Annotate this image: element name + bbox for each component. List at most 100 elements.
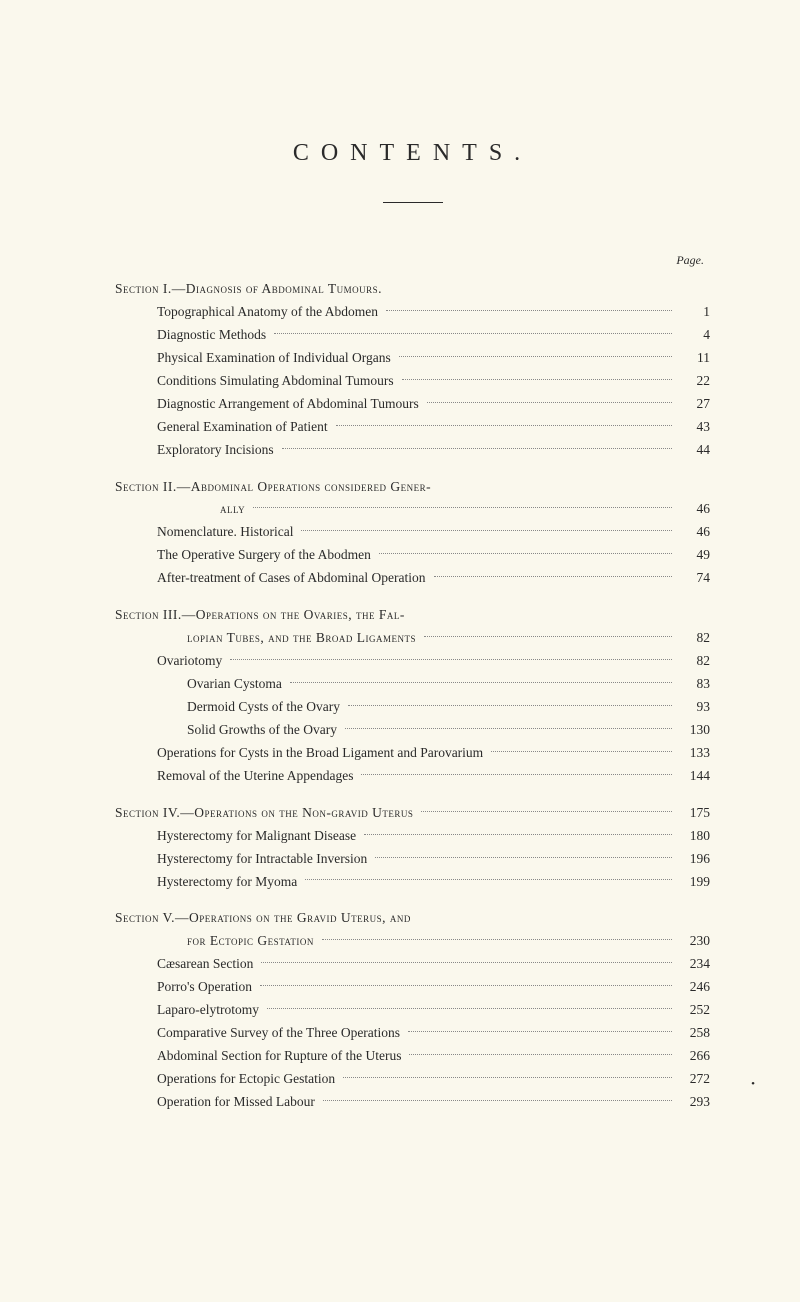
leader-dots <box>386 310 672 311</box>
section-label: Section I.— <box>115 278 186 301</box>
toc-entry: Ovariotomy82 <box>115 650 710 673</box>
section-continuation: lopian Tubes, and the Broad Ligaments 82 <box>115 627 710 650</box>
entry-label: Porro's Operation <box>115 976 252 999</box>
entry-label: Physical Examination of Individual Organ… <box>115 347 391 370</box>
page-number: 246 <box>680 976 710 999</box>
toc-entry: Nomenclature. Historical46 <box>115 521 710 544</box>
leader-dots <box>399 356 672 357</box>
toc-entry: Physical Examination of Individual Organ… <box>115 347 710 370</box>
page-number: 293 <box>680 1091 710 1114</box>
toc-entry: Operations for Cysts in the Broad Ligame… <box>115 742 710 765</box>
section-label: Section II.— <box>115 476 191 499</box>
page-number: 74 <box>680 567 710 590</box>
entry-label: Cæsarean Section <box>115 953 253 976</box>
entry-label: Operation for Missed Labour <box>115 1091 315 1114</box>
page-number: 180 <box>680 825 710 848</box>
leader-dots <box>230 659 672 660</box>
toc-entry: Operations for Ectopic Gestation272 <box>115 1068 710 1091</box>
toc-entry: After-treatment of Cases of Abdominal Op… <box>115 567 710 590</box>
entry-label: Dermoid Cysts of the Ovary <box>115 696 340 719</box>
section-header: Section III.—Operations on the Ovaries, … <box>115 604 710 627</box>
leader-dots <box>379 553 672 554</box>
toc-entry: Diagnostic Arrangement of Abdominal Tumo… <box>115 393 710 416</box>
leader-dots <box>348 705 672 706</box>
toc-entry: General Examination of Patient 43 <box>115 416 710 439</box>
leader-dots <box>491 751 672 752</box>
entry-label: Operations for Ectopic Gestation <box>115 1068 335 1091</box>
page-number: 266 <box>680 1045 710 1068</box>
page-number: 43 <box>680 416 710 439</box>
section: Section I.—Diagnosis of Abdominal Tumour… <box>115 278 710 462</box>
page-number: 234 <box>680 953 710 976</box>
section-label: Section IV.— <box>115 802 194 825</box>
section-header: Section II.—Abdominal Operations conside… <box>115 476 710 499</box>
entry-label: Ovarian Cystoma <box>115 673 282 696</box>
page-number: 196 <box>680 848 710 871</box>
toc-entry: Diagnostic Methods4 <box>115 324 710 347</box>
entry-label: General Examination of Patient <box>115 416 328 439</box>
section-title: Operations on the Gravid Uterus, and <box>189 907 411 930</box>
page-number: 83 <box>680 673 710 696</box>
section-label: Section III.— <box>115 604 196 627</box>
toc-entry: The Operative Surgery of the Abodmen 49 <box>115 544 710 567</box>
leader-dots <box>345 728 672 729</box>
toc-entry: Exploratory Incisions44 <box>115 439 710 462</box>
page-number: 252 <box>680 999 710 1022</box>
page-number: 11 <box>680 347 710 370</box>
entry-label: Hysterectomy for Myoma <box>115 871 297 894</box>
entry-label: The Operative Surgery of the Abodmen <box>115 544 371 567</box>
toc-entry: Topographical Anatomy of the Abdomen1 <box>115 301 710 324</box>
page-number: 82 <box>680 627 710 650</box>
toc-entry: Removal of the Uterine Appendages144 <box>115 765 710 788</box>
entry-label: Laparo-elytrotomy <box>115 999 259 1022</box>
leader-dots <box>409 1054 672 1055</box>
leader-dots <box>322 939 672 940</box>
continuation-label: lopian Tubes, and the Broad Ligaments <box>115 627 416 650</box>
toc-entry: Abdominal Section for Rupture of the Ute… <box>115 1045 710 1068</box>
leader-dots <box>424 636 672 637</box>
entry-label: Topographical Anatomy of the Abdomen <box>115 301 378 324</box>
section-title: Diagnosis of Abdominal Tumours. <box>186 278 382 301</box>
toc-entry: Ovarian Cystoma 83 <box>115 673 710 696</box>
section: Section III.—Operations on the Ovaries, … <box>115 604 710 788</box>
section-header: Section I.—Diagnosis of Abdominal Tumour… <box>115 278 710 301</box>
continuation-label: ally <box>115 498 245 521</box>
toc-entry: Porro's Operation 246 <box>115 976 710 999</box>
toc-entry: Comparative Survey of the Three Operatio… <box>115 1022 710 1045</box>
section: Section II.—Abdominal Operations conside… <box>115 476 710 591</box>
leader-dots <box>421 811 672 812</box>
leader-dots <box>427 402 672 403</box>
toc-entry: Dermoid Cysts of the Ovary 93 <box>115 696 710 719</box>
toc-entry: Laparo-elytrotomy 252 <box>115 999 710 1022</box>
leader-dots <box>260 985 672 986</box>
leader-dots <box>364 834 672 835</box>
leader-dots <box>253 507 672 508</box>
leader-dots <box>343 1077 672 1078</box>
toc-entry: Operation for Missed Labour 293 <box>115 1091 710 1114</box>
section: Section V.—Operations on the Gravid Uter… <box>115 907 710 1113</box>
leader-dots <box>301 530 672 531</box>
leader-dots <box>323 1100 672 1101</box>
page-number: 49 <box>680 544 710 567</box>
section-header: Section V.—Operations on the Gravid Uter… <box>115 907 710 930</box>
page-number: 93 <box>680 696 710 719</box>
section-label: Section V.— <box>115 907 189 930</box>
toc-entry: Conditions Simulating Abdominal Tumours2… <box>115 370 710 393</box>
page-number: 82 <box>680 650 710 673</box>
leader-dots <box>261 962 672 963</box>
toc-entry: Hysterectomy for Intractable Inversion19… <box>115 848 710 871</box>
leader-dots <box>434 576 672 577</box>
stray-mark: • <box>751 1078 755 1090</box>
leader-dots <box>274 333 672 334</box>
leader-dots <box>361 774 672 775</box>
page-number: 46 <box>680 498 710 521</box>
page-number: 27 <box>680 393 710 416</box>
toc-entry: Hysterectomy for Malignant Disease 180 <box>115 825 710 848</box>
entry-label: After-treatment of Cases of Abdominal Op… <box>115 567 426 590</box>
page-number: 258 <box>680 1022 710 1045</box>
page-number: 4 <box>680 324 710 347</box>
leader-dots <box>375 857 672 858</box>
leader-dots <box>336 425 672 426</box>
leader-dots <box>305 879 672 880</box>
entry-label: Hysterectomy for Malignant Disease <box>115 825 356 848</box>
